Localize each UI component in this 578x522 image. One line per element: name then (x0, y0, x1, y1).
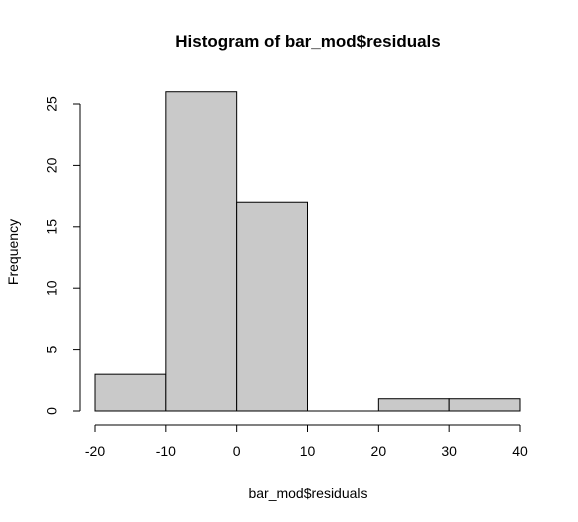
histogram-bar-4 (377, 398, 450, 412)
histogram-bar-1 (165, 91, 238, 412)
y-tick-label-2: 10 (44, 280, 60, 296)
y-axis-label: Frequency (5, 219, 21, 285)
histogram-bar-0 (94, 373, 167, 412)
y-tick-label-0: 0 (44, 407, 60, 415)
histogram-bar-5 (448, 398, 521, 412)
x-tick-label-0: -20 (85, 443, 105, 459)
x-tick-label-3: 10 (300, 443, 316, 459)
x-tick-label-5: 30 (441, 443, 457, 459)
x-axis-label: bar_mod$residuals (248, 485, 367, 501)
bars-group (94, 91, 521, 412)
chart-title: Histogram of bar_mod$residuals (175, 32, 440, 51)
x-axis: -20 -10 0 10 20 30 40 (85, 424, 528, 459)
x-tick-label-6: 40 (512, 443, 528, 459)
y-tick-label-1: 5 (44, 345, 60, 353)
x-tick-label-4: 20 (371, 443, 387, 459)
x-tick-label-1: -10 (156, 443, 176, 459)
y-tick-label-5: 25 (44, 96, 60, 112)
x-tick-label-2: 0 (233, 443, 241, 459)
y-tick-label-3: 15 (44, 219, 60, 235)
y-axis: 0 5 10 15 20 25 (44, 96, 81, 415)
y-tick-label-4: 20 (44, 157, 60, 173)
histogram-bar-2 (236, 201, 309, 412)
